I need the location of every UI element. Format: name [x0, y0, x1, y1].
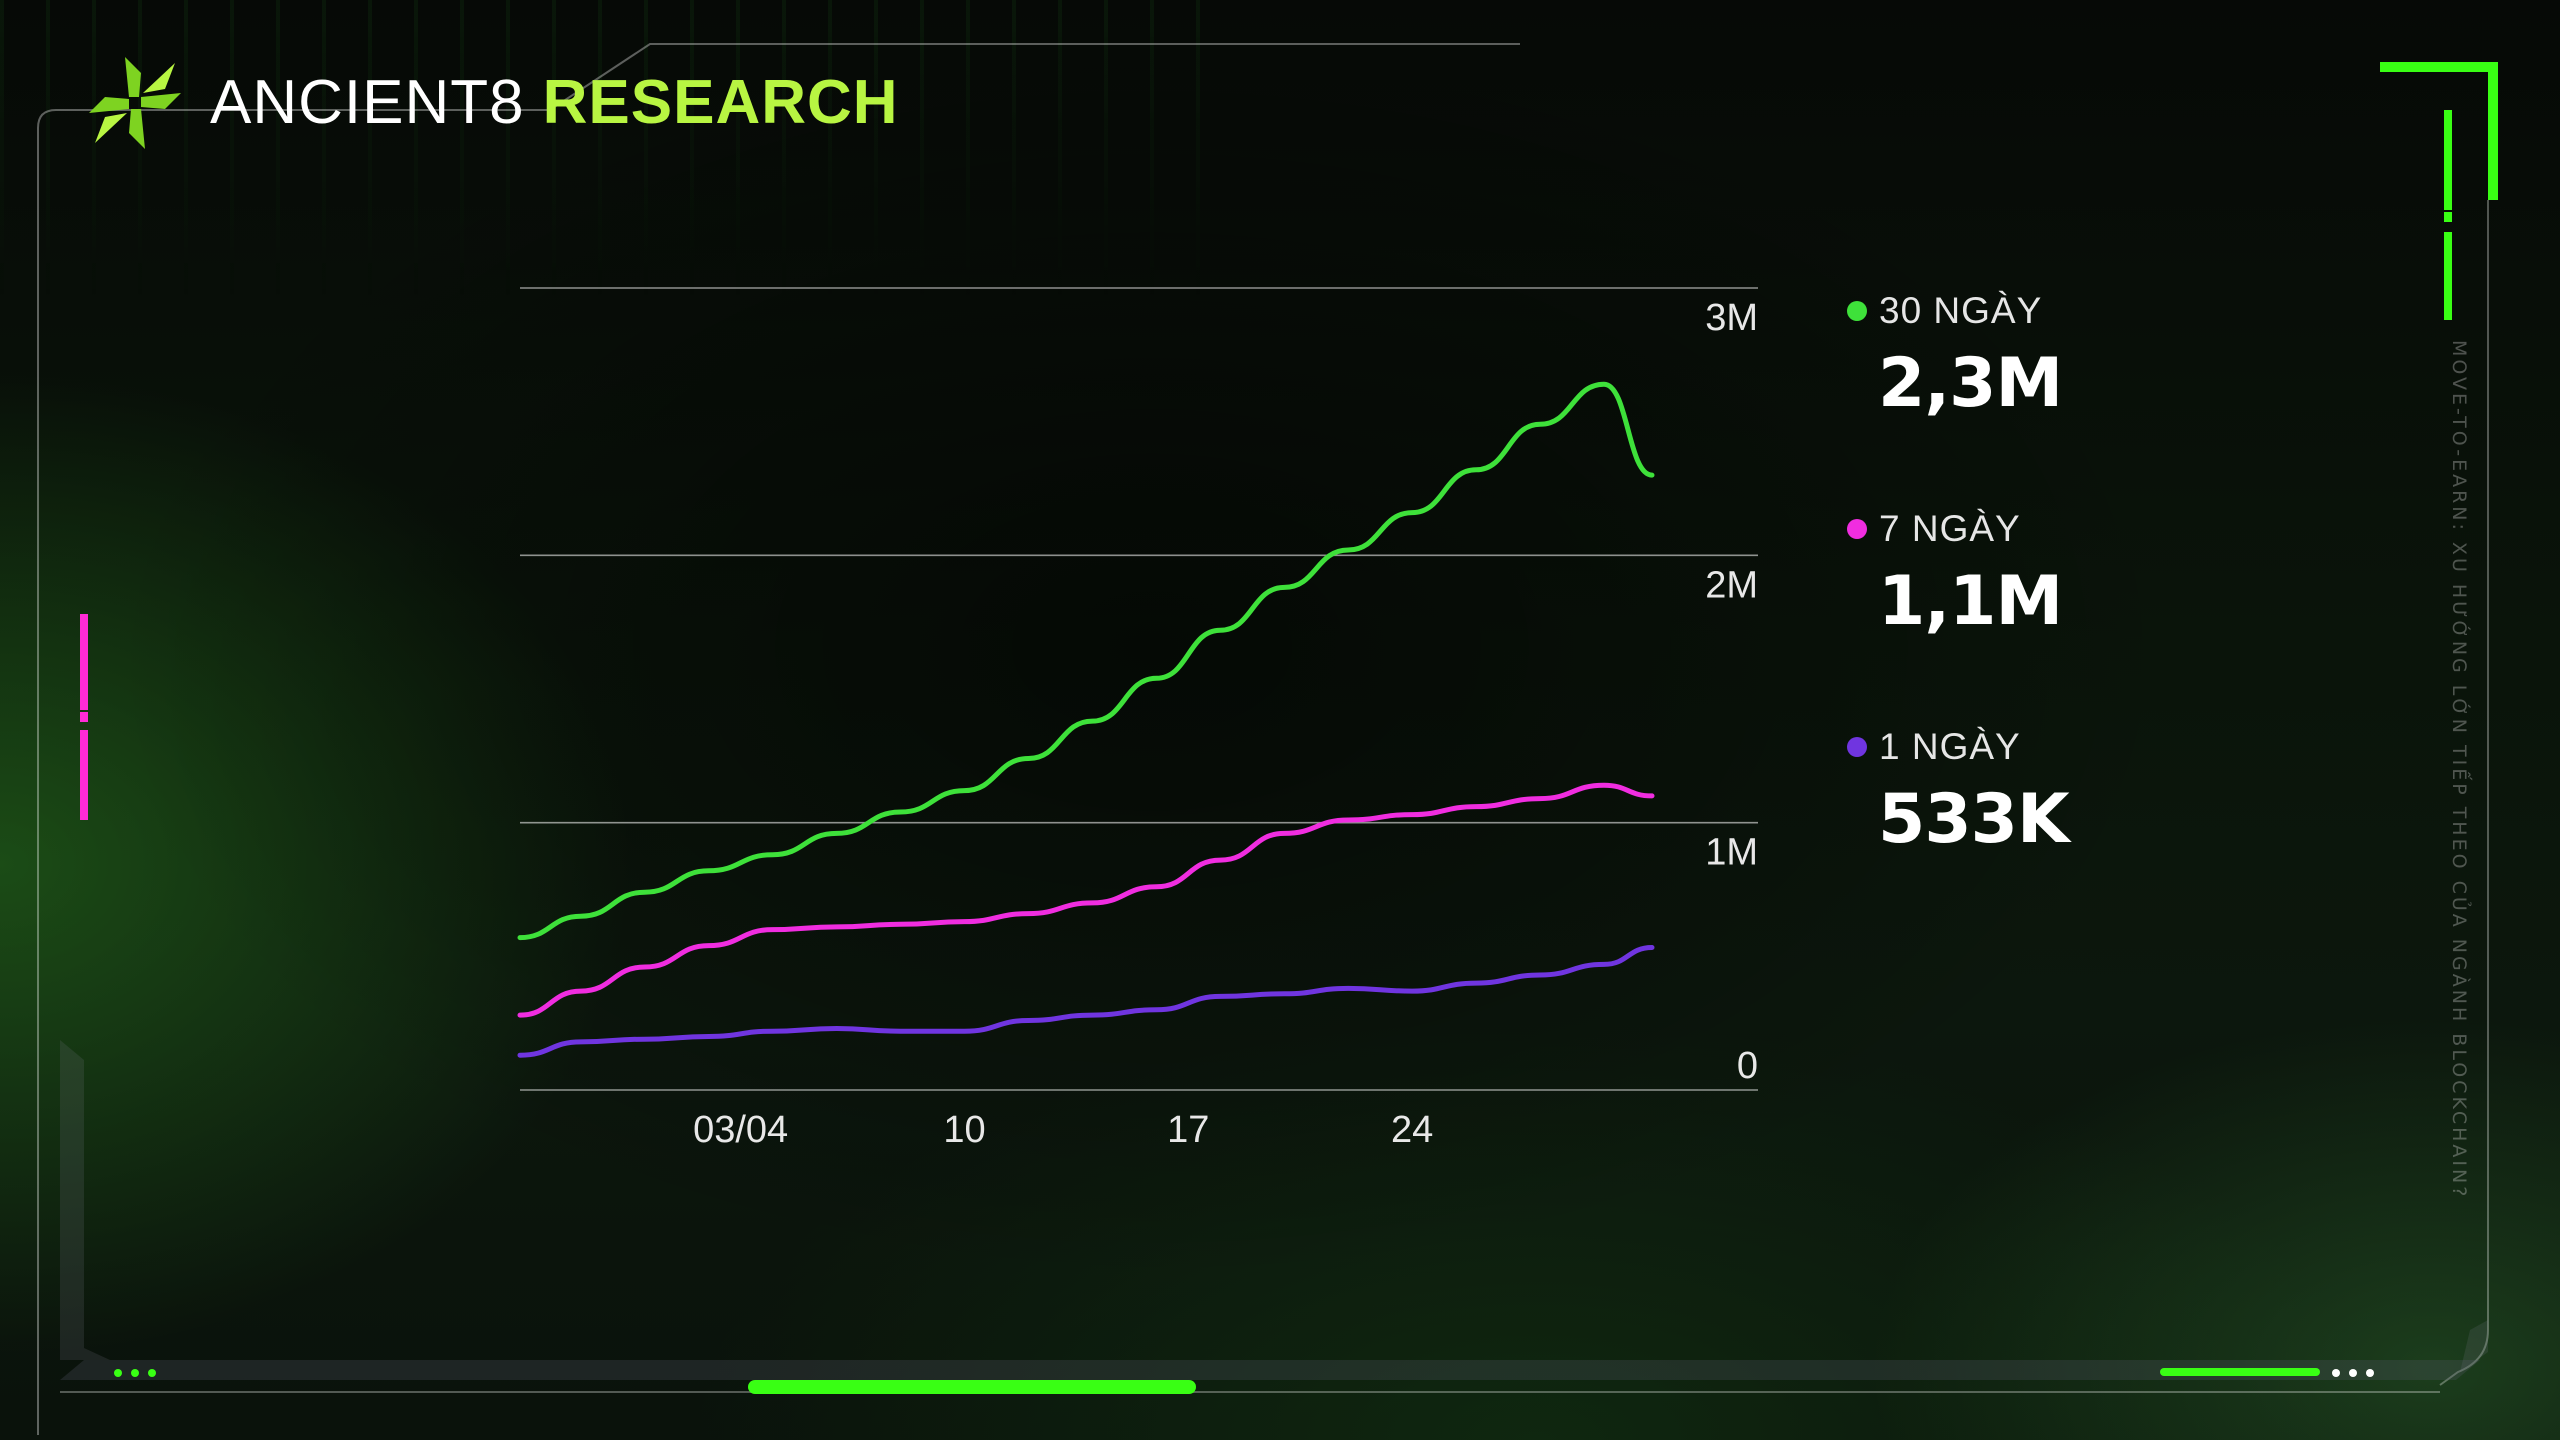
legend-item-7d: 7 NGÀY 1,1M [1845, 508, 2245, 636]
x-tick-label: 17 [1167, 1109, 1209, 1151]
legend-value: 1,1M [1878, 562, 2063, 641]
legend-dot [1847, 301, 1867, 321]
left-pink-bar-2 [80, 730, 88, 820]
brand-accent: RESEARCH [542, 68, 899, 137]
chart-x-ticks: 03/04 10 17 24 [693, 1109, 1433, 1151]
bottom-right-dot-1 [2332, 1369, 2340, 1377]
chart-y-ticks: 0 1M 2M 3M [1705, 297, 1758, 1087]
legend-value: 533K [1878, 780, 2070, 859]
series-line-0 [517, 381, 1655, 941]
bottom-right-green-bar [2160, 1368, 2320, 1376]
right-accent-dot [2444, 212, 2452, 222]
series-line-2 [517, 945, 1655, 1058]
y-tick-label: 3M [1705, 297, 1758, 339]
left-pink-bar [80, 614, 88, 710]
brand-header: ANCIENT8 RESEARCH [80, 48, 899, 158]
series-line-1 [517, 782, 1655, 1018]
left-pink-dot [80, 712, 88, 722]
bottom-right-dot-3 [2366, 1369, 2374, 1377]
chart-series [517, 381, 1655, 1058]
y-tick-label: 0 [1737, 1045, 1758, 1087]
chart-grid [520, 287, 1758, 1091]
legend-item-30d: 30 NGÀY 2,3M [1845, 290, 2245, 418]
y-tick-label: 1M [1705, 832, 1758, 874]
panel-right-edge [2439, 200, 2489, 1386]
panel-outline [37, 43, 1520, 1435]
x-tick-label: 10 [943, 1109, 985, 1151]
right-accent-bar [2444, 110, 2452, 210]
bottom-left-dot-3 [148, 1369, 156, 1377]
side-caption: MOVE-TO-EARN: XU HƯỚNG LỚN TIẾP THEO CỦA… [2448, 340, 2470, 1200]
bottom-left-bevel [60, 1040, 110, 1360]
legend-item-1d: 1 NGÀY 533K [1845, 726, 2245, 854]
legend-dot [1847, 519, 1867, 539]
legend-dot [1847, 737, 1867, 757]
bottom-left-dot-2 [131, 1369, 139, 1377]
bottom-bar-strip [60, 1360, 2480, 1380]
bottom-right-bevel [2460, 1320, 2488, 1372]
brand-wordmark: ANCIENT8 RESEARCH [210, 72, 899, 134]
legend-label: 1 NGÀY [1879, 726, 2021, 767]
legend-label: 7 NGÀY [1879, 508, 2021, 549]
legend-value: 2,3M [1878, 344, 2063, 423]
brand-name: ANCIENT8 [210, 68, 525, 137]
x-tick-label: 03/04 [693, 1109, 788, 1151]
ancient8-star-logo-icon [89, 57, 181, 149]
x-tick-label: 24 [1391, 1109, 1433, 1151]
bottom-left-dot-1 [114, 1369, 122, 1377]
legend-label: 30 NGÀY [1879, 290, 2043, 331]
right-accent-bar-2 [2444, 232, 2452, 320]
bottom-right-dot-2 [2349, 1369, 2357, 1377]
y-tick-label: 2M [1705, 564, 1758, 606]
bottom-green-bar [748, 1380, 1196, 1394]
